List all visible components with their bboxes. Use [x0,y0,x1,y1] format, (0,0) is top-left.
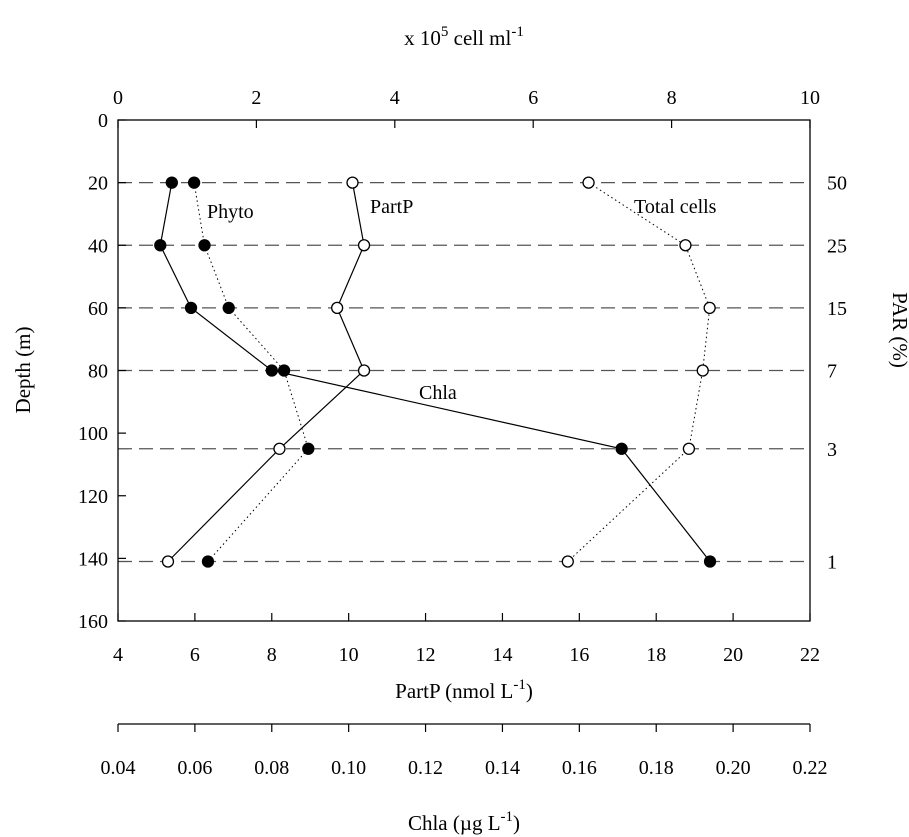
data-point-total-cells [696,364,709,377]
series-label-total-cells: Total cells [634,196,717,218]
series-markers [154,176,717,568]
series-line-partp [167,182,365,562]
x-chla-tick-label: 0.18 [639,757,674,779]
x-bottom-tick-label: 8 [267,644,277,666]
x-axis-title-cells: x 105 cell ml-1 [404,24,524,50]
x-top-tick-label: 4 [390,87,400,109]
data-point-chla [184,301,198,315]
data-point-chla [165,176,178,189]
x-top-tick-label: 8 [667,87,677,109]
x-chla-tick-label: 0.04 [101,757,136,779]
par-label: 50 [827,173,847,195]
x-bottom-tick-label: 6 [190,644,200,666]
data-point-partp [346,176,359,189]
x-axis-title-chla: Chla (µg L-1) [408,809,520,835]
series-line-chla [159,182,711,562]
x-bottom-tick-label: 12 [416,644,436,666]
data-point-partp [330,301,344,315]
series-layer [154,176,717,568]
data-point-partp [357,364,371,377]
x-top-tick-label: 2 [251,87,261,109]
x-chla-tick-label: 0.08 [254,757,289,779]
x-bottom-tick-label: 20 [723,644,743,666]
y-tick-label: 160 [78,611,108,633]
y-axis-title-par: PAR (%) [888,292,909,368]
x-top-tick-label: 10 [800,87,820,109]
x-top-tick-label: 6 [528,87,538,109]
x-bottom-tick-label: 4 [113,644,123,666]
x-axis-title-partp: PartP (nmol L-1) [395,677,533,703]
x-chla-tick-label: 0.22 [793,757,828,779]
data-point-chla [154,239,167,252]
series-line-phyto [193,182,309,562]
x-chla-tick-label: 0.06 [177,757,212,779]
par-label: 25 [827,235,847,257]
x-chla-tick-label: 0.20 [716,757,751,779]
data-point-total-cells [561,555,574,568]
x-chla-tick-label: 0.16 [562,757,597,779]
data-point-chla [265,364,278,377]
data-point-total-cells [682,442,696,455]
par-label: 15 [827,298,847,320]
series-line-total-cells [567,182,711,562]
y-axis-title-depth: Depth (m) [11,327,35,414]
x-bottom-tick-label: 16 [569,644,589,666]
x-bottom-tick-label: 14 [492,644,512,666]
y-tick-label: 40 [88,235,108,257]
data-point-total-cells [679,239,692,252]
y-tick-label: 60 [88,298,108,320]
data-point-phyto [187,176,201,189]
y-tick-label: 20 [88,173,108,195]
x-bottom-tick-label: 10 [339,644,359,666]
data-point-partp [357,239,371,252]
series-label-phyto: Phyto [207,201,254,223]
data-point-phyto [222,301,235,315]
data-point-phyto [201,555,215,568]
series-lines [159,182,711,562]
par-label: 3 [827,439,837,461]
data-point-total-cells [582,176,595,189]
data-point-partp [161,555,175,568]
data-point-phyto [277,364,291,377]
x-chla-tick-label: 0.14 [485,757,520,779]
x-chla-tick-label: 0.12 [408,757,443,779]
y-tick-label: 100 [78,423,108,445]
data-point-partp [273,442,286,455]
x-bottom-tick-label: 22 [800,644,820,666]
par-label: 1 [827,552,837,574]
data-point-phyto [302,442,315,455]
data-point-phyto [198,239,211,252]
x-top-tick-label: 0 [113,87,123,109]
y-tick-label: 0 [98,110,108,132]
series-label-partp: PartP [370,196,413,218]
y-tick-label: 80 [88,361,108,383]
data-point-chla [615,442,628,455]
par-label: 7 [827,361,837,383]
data-point-chla [703,555,717,568]
series-label-chla: Chla [419,382,457,404]
data-point-total-cells [703,301,716,315]
y-tick-label: 140 [78,548,108,570]
x-bottom-tick-label: 18 [646,644,666,666]
y-tick-label: 120 [78,486,108,508]
x-chla-tick-label: 0.10 [331,757,366,779]
